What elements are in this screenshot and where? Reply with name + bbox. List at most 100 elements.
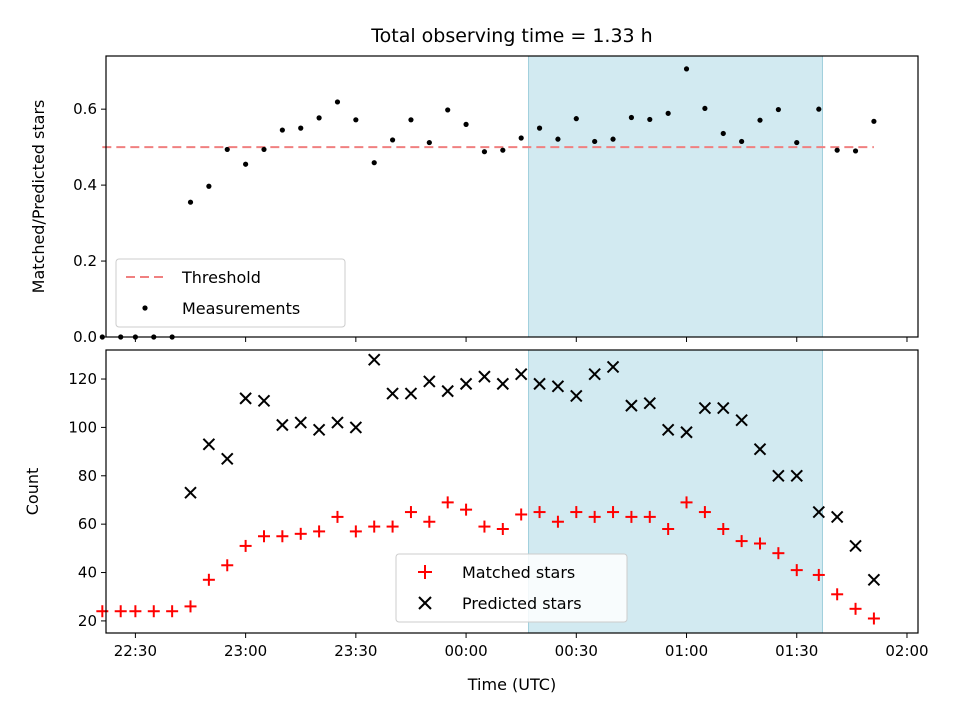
matched-star-point xyxy=(831,588,844,601)
y-tick-label: 40 xyxy=(78,564,97,582)
measurement-points xyxy=(99,66,877,340)
matched-star-point xyxy=(423,515,436,528)
predicted-star-point xyxy=(698,401,712,415)
legend-measurements-label: Measurements xyxy=(182,299,300,318)
matched-star-point xyxy=(441,496,454,509)
predicted-star-point xyxy=(772,469,785,482)
predicted-star-point xyxy=(404,387,418,400)
matched-star-point xyxy=(515,508,528,521)
measurement-point xyxy=(224,146,230,153)
predicted-star-point xyxy=(257,394,271,408)
predicted-star-point xyxy=(294,416,307,429)
x-tick-label: 23:00 xyxy=(224,642,267,660)
predicted-star-point xyxy=(830,510,844,524)
measurement-point xyxy=(852,148,859,154)
measurement-point xyxy=(555,136,561,142)
measurement-point xyxy=(536,125,543,131)
matched-star-point xyxy=(368,520,381,533)
matched-star-point xyxy=(625,510,638,523)
matched-star-point xyxy=(184,600,197,613)
measurement-point xyxy=(573,116,579,122)
legend-top: Threshold Measurements xyxy=(115,258,346,328)
legend-predicted-label: Predicted stars xyxy=(462,594,582,613)
predicted-star-point xyxy=(588,367,601,381)
predicted-star-point xyxy=(239,392,252,405)
measurement-point xyxy=(279,127,285,133)
measurement-point xyxy=(720,130,726,137)
panel-ratio: 0.0 0.2 0.4 0.6 Total observing time = 1.33… xyxy=(29,25,919,346)
matched-star-point xyxy=(478,520,491,533)
x-tick-label: 01:00 xyxy=(665,642,708,660)
x-axis-label: Time (UTC) xyxy=(467,675,556,694)
predicted-star-point xyxy=(514,367,528,381)
matched-star-point xyxy=(147,605,160,618)
predicted-star-point xyxy=(441,384,454,398)
x-tick-label: 01:30 xyxy=(775,642,818,660)
matched-star-point xyxy=(460,503,473,516)
y-tick-label: 0.4 xyxy=(73,176,97,194)
predicted-star-point xyxy=(606,360,620,374)
matched-star-point xyxy=(313,525,326,538)
chart-title: Total observing time = 1.33 h xyxy=(370,25,652,47)
predicted-star-point xyxy=(661,423,675,437)
matched-star-point xyxy=(331,510,344,523)
y-tick-label: 100 xyxy=(68,418,97,436)
y-axis-label-count: Count xyxy=(23,468,42,516)
measurement-point xyxy=(757,117,763,123)
measurement-point xyxy=(187,199,194,205)
matched-star-point xyxy=(294,527,307,540)
legend-matched-swatch xyxy=(418,565,432,579)
matched-star-point xyxy=(202,573,215,586)
measurement-point xyxy=(445,107,451,113)
predicted-star-point xyxy=(551,380,565,393)
measurement-point xyxy=(628,114,635,121)
matched-star-point xyxy=(867,612,880,625)
measurement-point xyxy=(592,138,598,145)
y-tick-label: 120 xyxy=(68,370,97,388)
panel-count: 20 40 60 80 100 120 22:30 23:00 23:30 00:00 00:30… xyxy=(23,349,929,694)
measurement-point xyxy=(463,121,469,127)
predicted-star-point xyxy=(735,413,748,427)
predicted-star-point xyxy=(276,418,289,432)
x-tick-label: 00:00 xyxy=(444,642,487,660)
predicted-star-point xyxy=(849,539,862,553)
matched-star-point xyxy=(698,506,711,519)
predicted-star-point xyxy=(184,486,197,499)
measurement-point xyxy=(408,117,414,123)
measurement-point xyxy=(816,106,822,112)
measurement-point xyxy=(426,139,432,146)
measurement-point xyxy=(739,138,745,145)
matched-star-point xyxy=(643,510,656,523)
predicted-star-point xyxy=(423,375,436,388)
predicted-star-point xyxy=(496,377,510,391)
predicted-star-point xyxy=(478,370,491,383)
predicted-star-point xyxy=(202,438,216,451)
predicted-star-point xyxy=(533,377,546,391)
matched-star-point xyxy=(735,535,748,548)
measurement-point xyxy=(389,137,396,143)
matched-star-point xyxy=(129,605,142,618)
x-tick-label: 02:00 xyxy=(885,642,928,660)
x-tick-label: 00:30 xyxy=(555,642,598,660)
matched-star-point xyxy=(276,530,289,543)
measurement-point xyxy=(775,106,781,113)
measurement-point xyxy=(298,125,304,131)
predicted-star-point xyxy=(717,401,730,415)
y-axis-label-ratio: Matched/Predicted stars xyxy=(29,100,48,294)
measurement-point xyxy=(647,116,653,123)
matched-star-point xyxy=(717,522,730,535)
matched-star-point xyxy=(166,605,179,618)
matched-star-point xyxy=(570,506,583,519)
predicted-star-point xyxy=(331,416,344,429)
matched-star-point xyxy=(349,525,362,538)
legend-box-top xyxy=(115,258,346,328)
matched-star-point xyxy=(812,568,825,581)
legend-threshold-label: Threshold xyxy=(181,268,261,287)
measurement-point xyxy=(871,118,877,124)
matched-star-point xyxy=(754,537,767,550)
matched-star-point xyxy=(239,539,252,552)
predicted-stars-points xyxy=(184,353,881,586)
predicted-star-point xyxy=(386,387,399,400)
y-axis-ratio: 0.0 0.2 0.4 0.6 xyxy=(73,100,106,346)
